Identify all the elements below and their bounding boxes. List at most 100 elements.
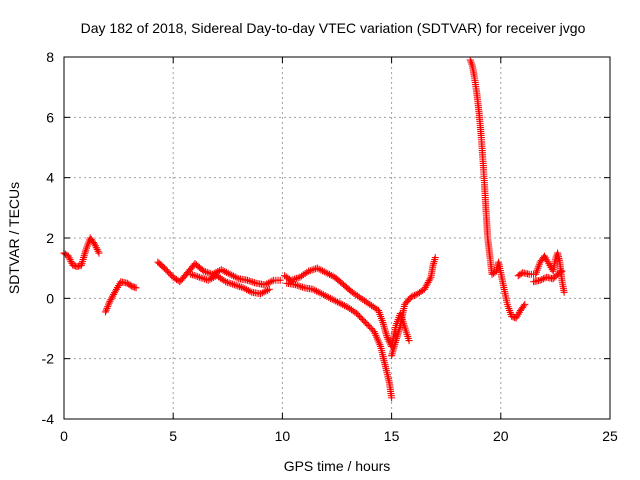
data-point (197, 274, 205, 282)
data-point (223, 278, 231, 286)
data-point (276, 276, 284, 284)
data-point (297, 283, 305, 291)
data-point (200, 267, 208, 275)
data-point (194, 273, 202, 281)
data-point (360, 317, 368, 325)
data-point (265, 285, 273, 293)
y-tick-label: 6 (46, 109, 54, 125)
data-point (298, 283, 306, 291)
data-point (192, 272, 200, 280)
data-point (237, 283, 245, 291)
data-point (538, 275, 546, 283)
axis-ticks (63, 56, 611, 420)
data-point (356, 312, 364, 320)
data-point (250, 279, 258, 287)
chart-title: Day 182 of 2018, Sidereal Day-to-day VTE… (81, 20, 586, 36)
data-point (521, 300, 529, 308)
data-point (292, 274, 300, 282)
data-point (225, 279, 233, 287)
data-point (95, 249, 103, 257)
data-point (202, 268, 210, 276)
data-point (101, 308, 109, 316)
data-points (60, 56, 568, 402)
data-point (166, 270, 174, 278)
data-point (305, 267, 313, 275)
x-tick-labels: 0 5 10 15 20 25 (60, 428, 618, 444)
y-tick-label: 0 (46, 290, 54, 306)
data-point (132, 284, 140, 292)
data-point (126, 281, 134, 289)
data-point (289, 276, 297, 284)
data-point (246, 287, 254, 295)
data-point (358, 315, 366, 323)
data-point (295, 282, 303, 290)
data-point (539, 275, 547, 283)
data-point (306, 267, 314, 275)
data-point (409, 292, 417, 300)
series-s1 (60, 234, 103, 271)
data-point (549, 275, 557, 283)
data-point (102, 306, 110, 314)
data-point (520, 302, 528, 310)
data-point (195, 273, 203, 281)
data-point (560, 288, 568, 296)
data-point (203, 268, 211, 276)
data-point (426, 275, 434, 283)
data-point (558, 267, 566, 275)
data-point (431, 254, 439, 262)
y-tick-label: -4 (42, 411, 55, 427)
data-point (104, 303, 112, 311)
data-point (249, 278, 257, 286)
data-point (556, 268, 564, 276)
y-tick-label: 2 (46, 230, 54, 246)
data-point (294, 274, 302, 282)
data-point (357, 314, 365, 322)
data-point (104, 301, 112, 309)
x-tick-label: 0 (60, 428, 68, 444)
x-tick-label: 20 (493, 428, 509, 444)
data-point (162, 266, 170, 274)
series-s2 (101, 278, 140, 316)
y-tick-label: 8 (46, 49, 54, 65)
y-tick-label: -2 (42, 351, 55, 367)
x-tick-label: 25 (602, 428, 618, 444)
data-point (222, 278, 230, 286)
series-s4 (187, 270, 273, 298)
data-point (264, 286, 272, 294)
series-s7 (388, 254, 439, 360)
data-point (247, 277, 255, 285)
grid (64, 57, 610, 419)
data-point (227, 280, 235, 288)
data-point (388, 394, 396, 402)
data-point (233, 274, 241, 282)
data-point (361, 318, 369, 326)
data-point (291, 275, 299, 283)
x-tick-label: 15 (384, 428, 400, 444)
data-point (165, 269, 173, 277)
data-point (551, 273, 559, 281)
data-point (366, 323, 374, 331)
data-point (354, 311, 362, 319)
data-point (111, 287, 119, 295)
series-s3 (154, 258, 284, 289)
y-axis-label: SDTVAR / TECUs (6, 182, 22, 294)
series-s6 (283, 279, 396, 402)
data-point (190, 271, 198, 279)
data-point (292, 281, 300, 289)
data-point (232, 281, 240, 289)
data-point (187, 270, 195, 278)
data-point (229, 280, 237, 288)
data-point (353, 309, 361, 317)
data-point (105, 299, 113, 307)
data-point (199, 274, 207, 282)
data-point (293, 281, 301, 289)
data-point (308, 266, 316, 274)
data-point (245, 277, 253, 285)
x-tick-label: 10 (275, 428, 291, 444)
data-point (411, 291, 419, 299)
data-point (160, 264, 168, 272)
data-point (536, 276, 544, 284)
x-axis-label: GPS time / hours (284, 458, 391, 474)
data-point (103, 304, 111, 312)
data-point (236, 283, 244, 291)
